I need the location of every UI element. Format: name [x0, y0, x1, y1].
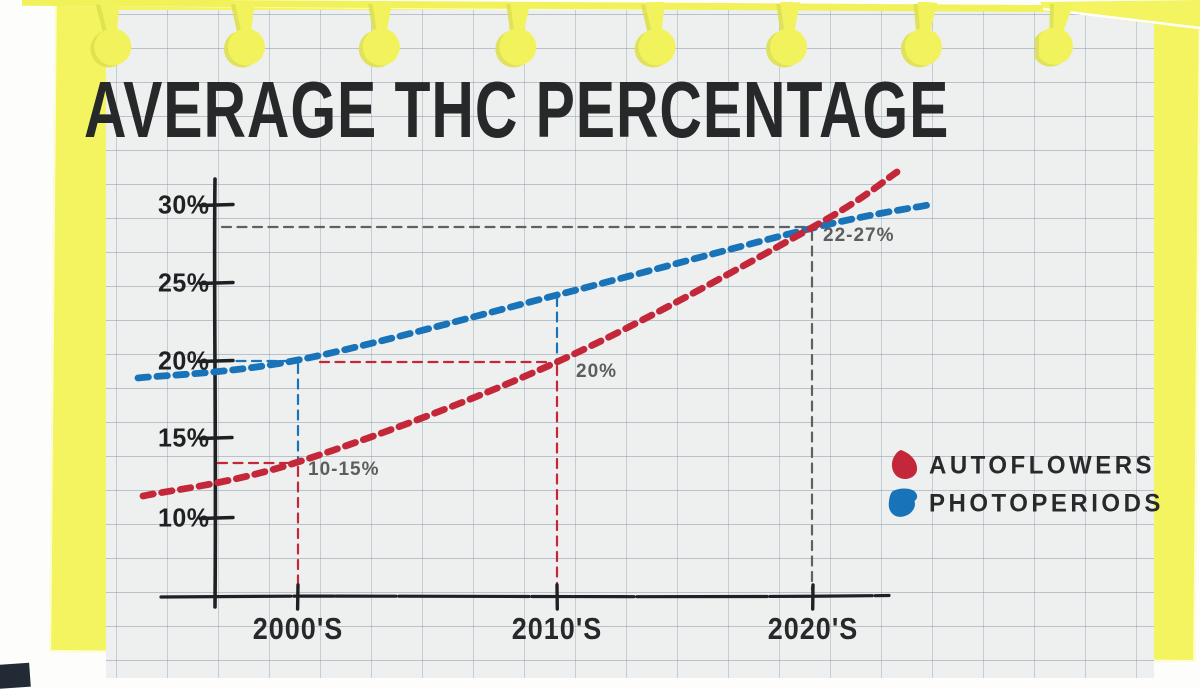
- photoperiods-swatch-icon: [888, 488, 918, 517]
- annotation-2020s-range: 22-27%: [823, 225, 895, 246]
- guide-2020s-gray: [220, 225, 814, 592]
- pushpin-icon: [1039, 2, 1087, 68]
- pushpin-icon: [86, 2, 134, 68]
- y-tick-label-25: 25%: [158, 268, 210, 298]
- x-tick-label-2000s: 2000'S: [252, 612, 344, 646]
- legend-label-autoflowers: AUTOFLOWERS: [929, 451, 1156, 480]
- guide-2000s-blue: [219, 359, 300, 460]
- y-tick-label-20: 20%: [158, 346, 210, 376]
- y-tick-label-15: 15%: [158, 423, 210, 453]
- y-axis: [212, 177, 218, 609]
- annotation-2000s-range: 10-15%: [308, 459, 380, 480]
- pushpin-icon: [358, 2, 406, 68]
- x-tick-label-2020s: 2020'S: [767, 612, 859, 646]
- autoflowers-curve: [139, 168, 901, 500]
- legend-label-photoperiods: PHOTOPERIODS: [929, 489, 1164, 518]
- guide-2010s-red: [318, 360, 559, 592]
- x-tick-label-2010s: 2010'S: [511, 612, 603, 646]
- pushpin-icon: [903, 2, 951, 68]
- x-axis-ticks: [295, 583, 815, 611]
- photoperiods-curve: [134, 201, 932, 382]
- pushpin-icon: [631, 2, 679, 68]
- autoflowers-swatch-icon: [891, 450, 918, 479]
- y-tick-label-10: 10%: [158, 503, 210, 533]
- x-axis: [159, 593, 891, 599]
- y-axis-ticks: [197, 202, 235, 521]
- annotation-2010s-value: 20%: [576, 361, 618, 382]
- guide-2000s-red: [216, 461, 300, 592]
- pushpin-icon: [221, 2, 269, 68]
- graph-paper: [106, 10, 1154, 678]
- pushpin-icon: [766, 2, 814, 68]
- y-tick-label-30: 30%: [158, 190, 210, 220]
- pushpin-icon: [496, 2, 544, 68]
- axes: [159, 177, 891, 611]
- page-title: AVERAGE THC PERCENTAGE: [84, 65, 950, 155]
